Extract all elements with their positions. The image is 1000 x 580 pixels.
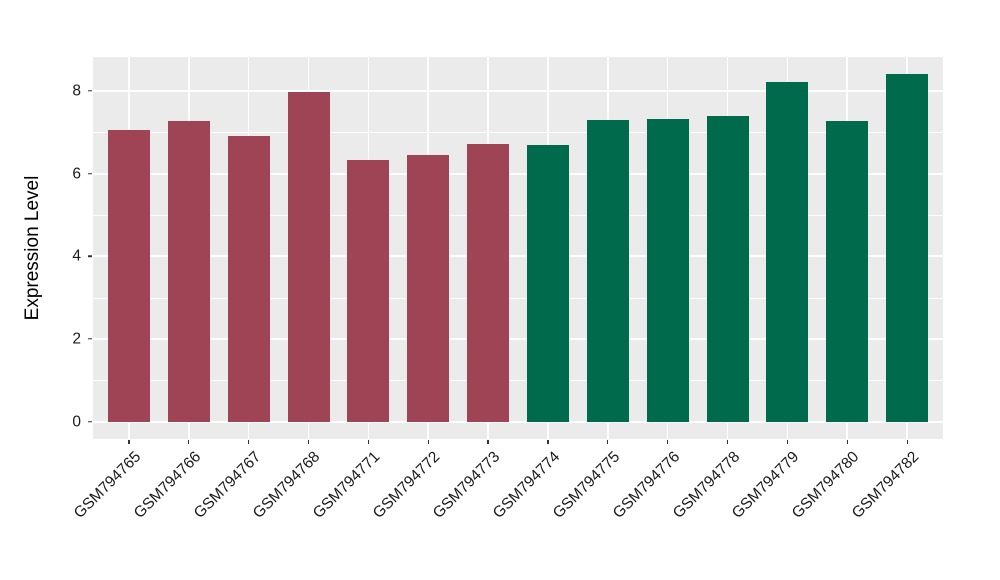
category-slot: GSM794765	[71, 57, 159, 522]
x-tick-mark	[487, 440, 489, 444]
x-tick-mark	[667, 440, 669, 444]
gridline-major	[93, 172, 943, 175]
x-tick-mark	[248, 440, 250, 444]
x-tick-mark	[367, 440, 369, 444]
bar	[886, 74, 929, 422]
category-slot: GSM794774	[490, 57, 578, 522]
x-tick-mark	[726, 440, 729, 444]
bar	[107, 130, 150, 422]
y-tick-label: 4	[72, 247, 81, 265]
category-slot: GSM794772	[370, 57, 458, 522]
category-slot: GSM794782	[849, 57, 937, 522]
bar	[167, 121, 210, 422]
y-tick-label: 0	[72, 412, 81, 430]
bar	[407, 155, 450, 422]
bar	[586, 119, 629, 422]
y-tick-label: 6	[72, 164, 81, 182]
category-slot: GSM794776	[609, 57, 698, 522]
gridline-minor	[93, 214, 943, 216]
y-tick-mark	[88, 90, 92, 92]
y-tick-label: 8	[72, 82, 81, 100]
y-tick-mark	[88, 255, 92, 258]
x-tick-mark	[128, 440, 130, 444]
bar	[287, 91, 330, 422]
category-slot: GSM794780	[789, 57, 877, 522]
x-tick-mark	[846, 440, 848, 444]
y-tick-mark	[88, 172, 92, 175]
gridline-major	[93, 89, 943, 92]
category-slot: GSM794779	[729, 57, 817, 522]
category-slot: GSM794768	[250, 57, 339, 522]
category-slot: GSM794767	[190, 57, 279, 522]
x-tick-mark	[906, 440, 908, 444]
gridline-minor	[93, 297, 943, 299]
gridline-minor	[93, 132, 943, 134]
plot-area: GSM794765 GSM794766 GSM794767 GSM794768 GSM7…	[71, 57, 943, 522]
bar	[227, 135, 270, 422]
bar	[526, 145, 569, 422]
y-tick-mark	[88, 420, 92, 423]
category-slot: GSM794778	[669, 57, 758, 522]
y-tick-label: 2	[72, 330, 81, 348]
x-tick-mark	[786, 440, 788, 444]
x-tick-mark	[188, 440, 190, 444]
bar	[646, 119, 689, 422]
category-slot: GSM794766	[131, 57, 219, 522]
bar	[706, 115, 749, 422]
bar	[347, 160, 390, 422]
bar	[766, 81, 809, 422]
y-tick-mark	[88, 338, 92, 340]
gridline-minor	[93, 380, 943, 382]
bar	[467, 143, 510, 422]
x-tick-mark	[307, 440, 310, 444]
bar	[826, 120, 869, 422]
bars-container: GSM794765 GSM794766 GSM794767 GSM794768 GSM7…	[71, 57, 943, 522]
x-tick-mark	[607, 440, 609, 444]
gridline-major	[93, 255, 943, 258]
category-slot: GSM794773	[430, 57, 518, 522]
category-slot: GSM794775	[550, 57, 638, 522]
gridline-major	[93, 420, 943, 423]
y-axis: 0 2 4 6 8	[0, 57, 93, 439]
x-tick-mark	[547, 440, 549, 444]
gridline-major	[93, 337, 943, 340]
x-tick-mark	[427, 440, 429, 444]
category-slot: GSM794771	[310, 57, 398, 522]
